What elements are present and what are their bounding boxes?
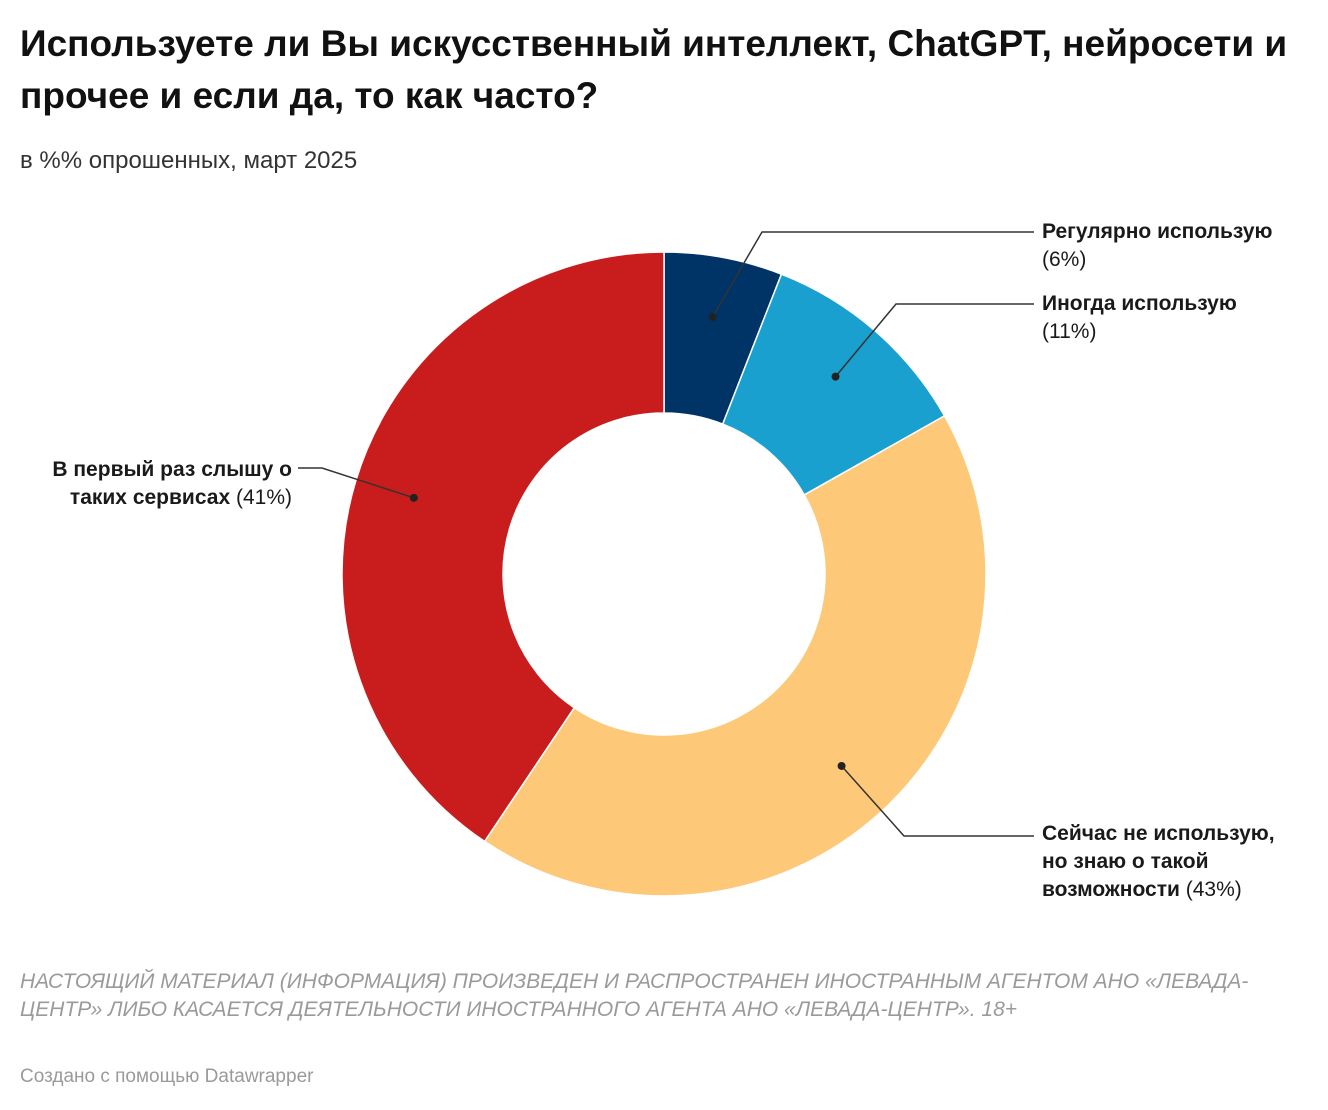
label-first-time: В первый раз слышу о таких сервисах (41%…: [30, 456, 292, 512]
label-sometimes: Иногда использую (11%): [1042, 290, 1312, 346]
slice-first-time[interactable]: [341, 251, 665, 843]
label-first-time-name: В первый раз слышу о таких сервисах: [52, 458, 292, 509]
label-sometimes-name: Иногда использую: [1042, 292, 1237, 315]
chart-subtitle: в %% опрошенных, март 2025: [20, 147, 358, 174]
label-not-now-value: (43%): [1185, 878, 1242, 901]
leader-line-not-now: [841, 765, 1034, 837]
donut-chart: Регулярно использую (6%) Иногда использу…: [0, 200, 1328, 960]
leader-dot-regular: [708, 313, 717, 322]
donut-svg: [298, 231, 1034, 897]
leader-line-regular: [711, 231, 1034, 318]
slice-not-now[interactable]: [483, 414, 987, 897]
leader-line-first-time: [298, 467, 415, 499]
label-regular-value: (6%): [1042, 248, 1087, 271]
chart-title: Используете ли Вы искусственный интеллек…: [20, 23, 1288, 116]
label-regular-name: Регулярно использую: [1042, 220, 1273, 243]
leader-dot-first-time: [409, 493, 418, 502]
leader-dot-sometimes: [831, 372, 840, 381]
label-first-time-value: (41%): [235, 486, 292, 509]
label-sometimes-value: (11%): [1042, 320, 1097, 343]
leader-dot-not-now: [837, 761, 846, 770]
credit-link[interactable]: Создано с помощью Datawrapper: [20, 1066, 314, 1087]
leader-line-sometimes: [834, 303, 1034, 378]
label-regular: Регулярно использую (6%): [1042, 218, 1312, 274]
label-not-now: Сейчас не использую, но знаю о такой воз…: [1042, 820, 1302, 904]
disclaimer-text: НАСТОЯЩИЙ МАТЕРИАЛ (ИНФОРМАЦИЯ) ПРОИЗВЕД…: [20, 970, 1249, 1021]
label-not-now-name: Сейчас не использую, но знаю о такой воз…: [1042, 822, 1275, 901]
